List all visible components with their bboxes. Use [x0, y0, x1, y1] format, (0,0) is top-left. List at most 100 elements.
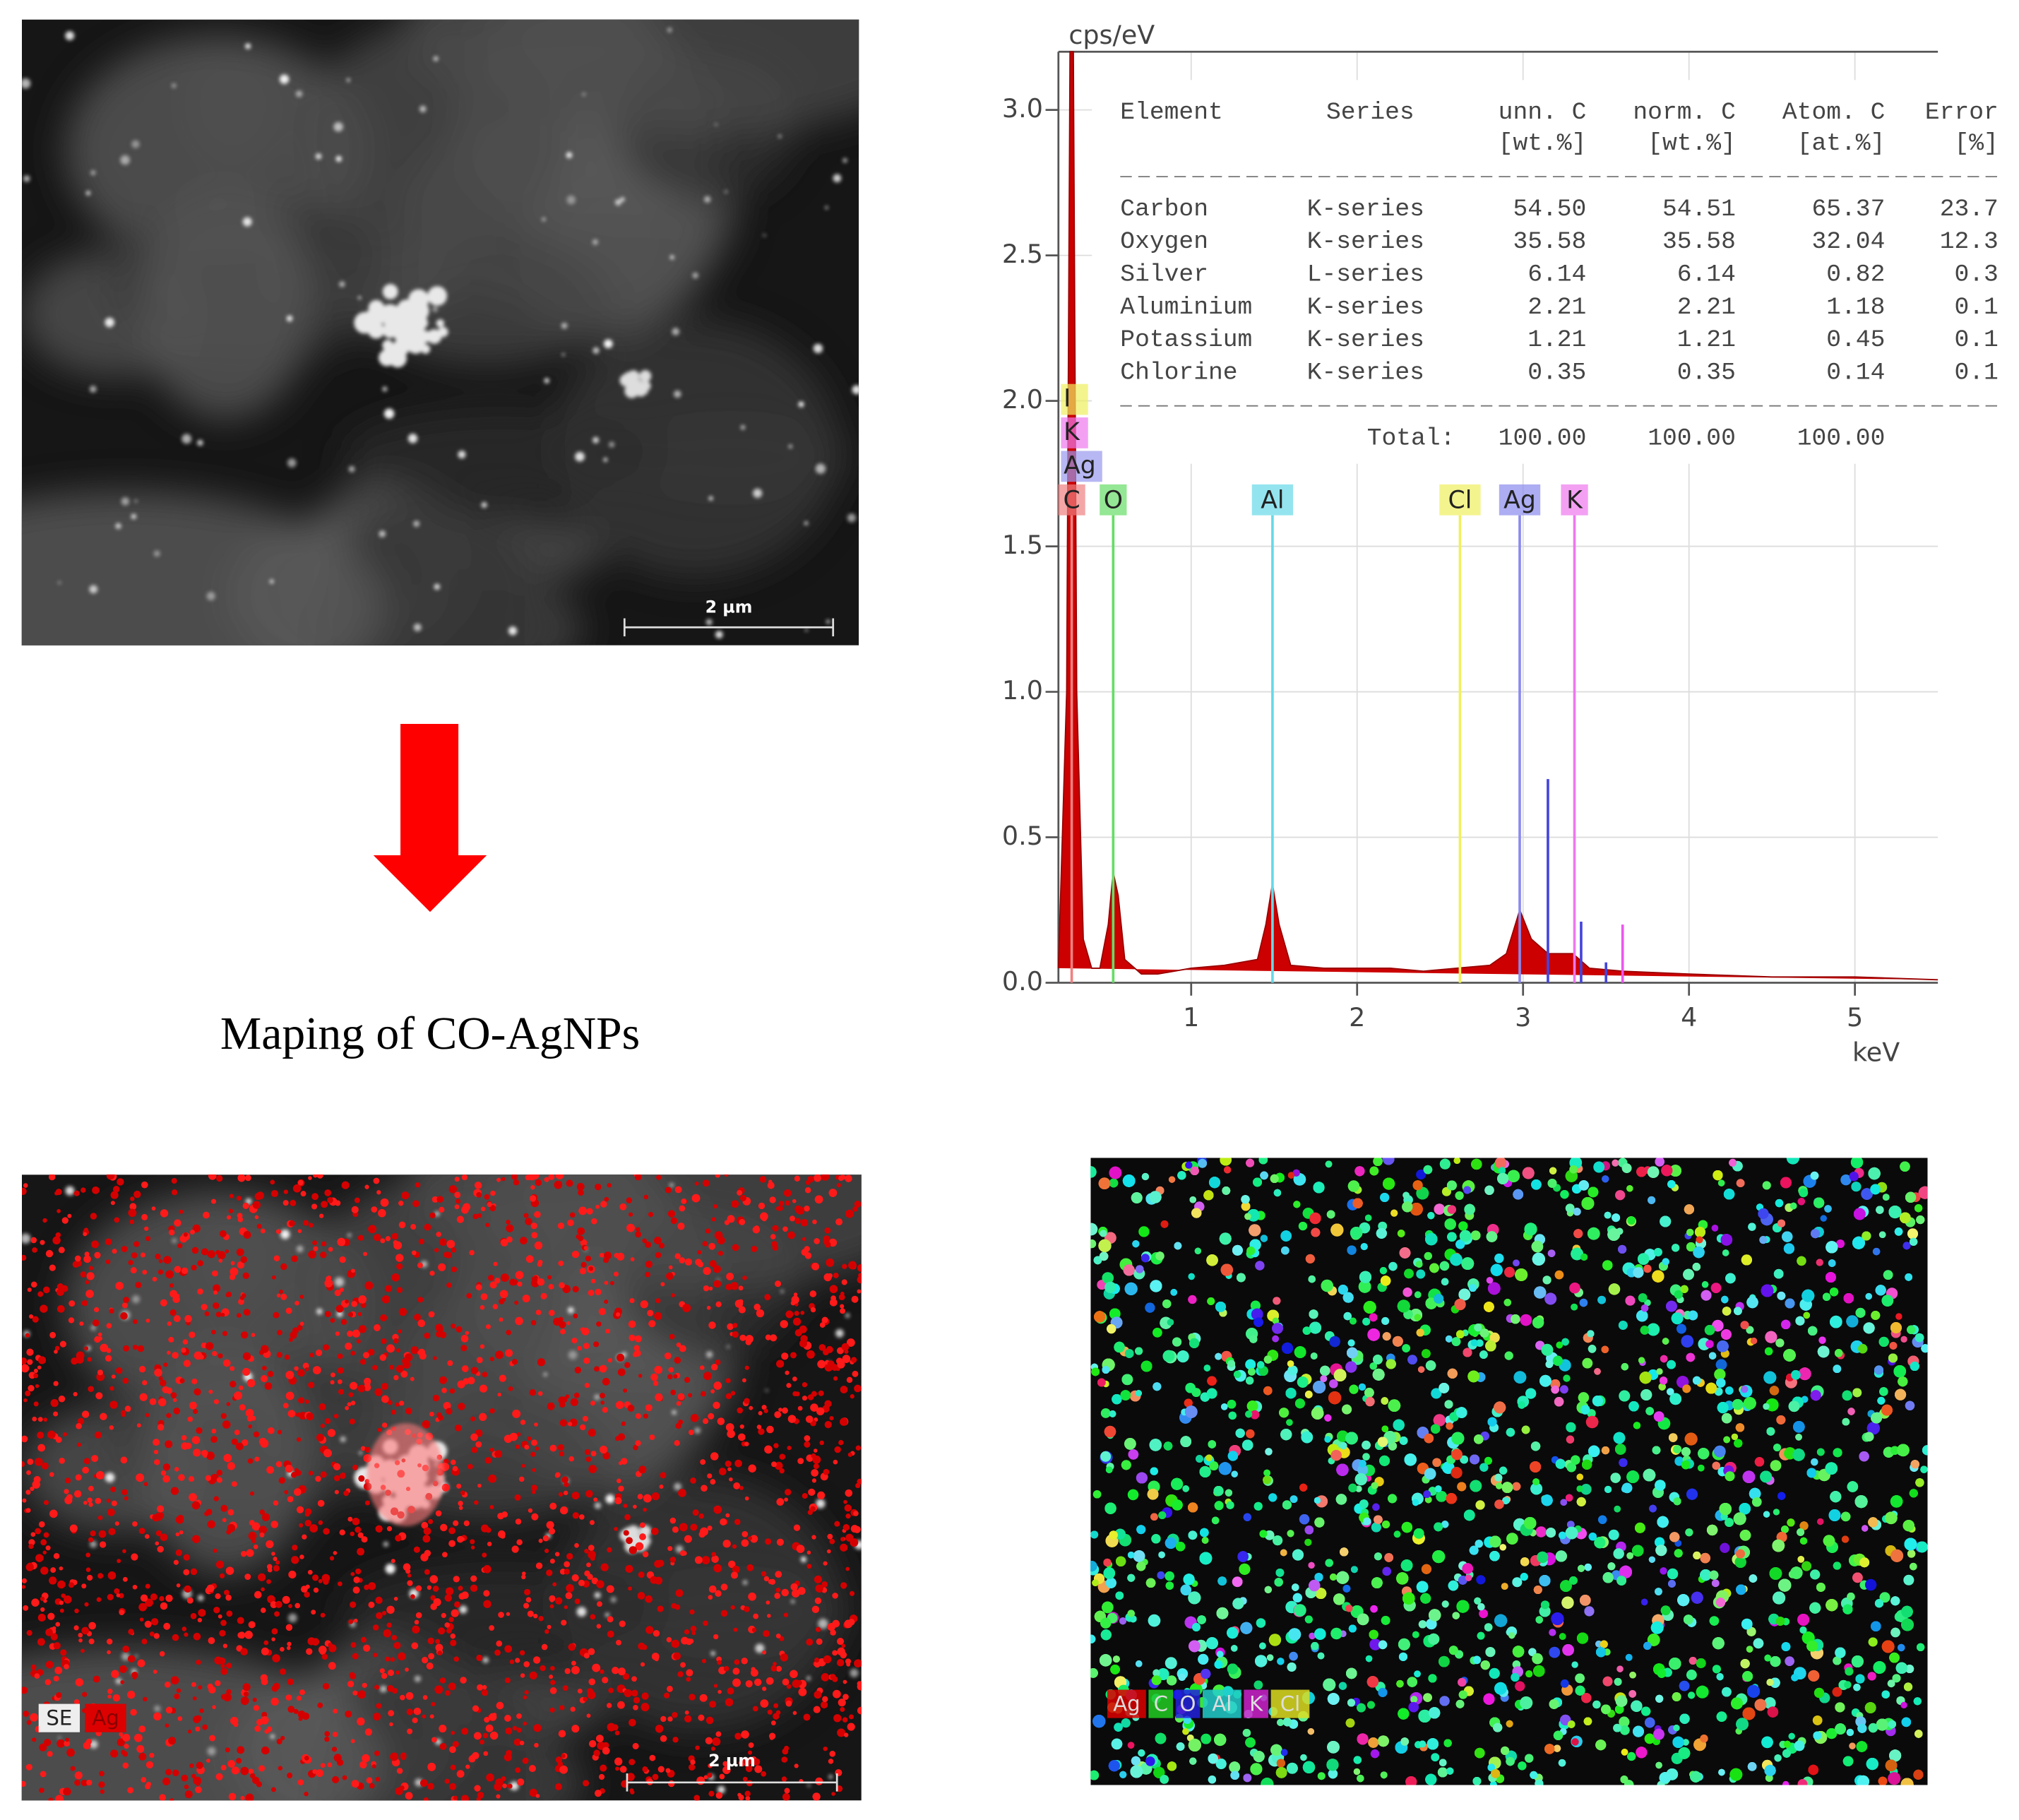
ag-dot [21, 1687, 28, 1694]
ag-dot [181, 1774, 189, 1782]
ag-dot [513, 1179, 520, 1186]
ag-dot [781, 1776, 787, 1782]
ag-dot [494, 1783, 502, 1791]
ag-dot [657, 1605, 664, 1612]
ag-dot [119, 1665, 127, 1673]
ag-dot [628, 1320, 636, 1328]
ag-dot [242, 1272, 249, 1280]
ag-dot [110, 1749, 119, 1758]
ag-dot [88, 1485, 94, 1492]
ag-dot [99, 1541, 107, 1548]
ag-dot [414, 1314, 422, 1321]
ag-dot [742, 1378, 746, 1383]
ag-dot [218, 1259, 223, 1263]
particle [269, 579, 274, 584]
ag-dot [86, 1779, 93, 1786]
ag-dot [127, 1690, 136, 1699]
ag-dot [44, 1679, 52, 1686]
ag-dot [648, 1320, 656, 1328]
ag-dot [109, 1386, 114, 1391]
ag-dot [535, 1446, 540, 1451]
ag-dot [857, 1706, 862, 1715]
ag-dot [191, 1773, 196, 1779]
ag-dot [645, 1260, 653, 1268]
ag-dot [237, 1174, 246, 1182]
ag-dot [106, 1174, 115, 1180]
ag-dot [74, 1608, 79, 1614]
ag-dot [209, 1735, 216, 1742]
ag-dot [607, 1357, 613, 1363]
ag-dot [222, 1693, 232, 1702]
ag-dot [480, 1305, 485, 1310]
ag-dot [405, 1353, 413, 1362]
ag-dot [149, 1752, 155, 1759]
ag-dot [350, 1642, 357, 1648]
ag-dot [119, 1593, 124, 1599]
ag-dot [434, 1247, 439, 1253]
ag-dot [120, 1680, 125, 1684]
ag-dot [477, 1483, 482, 1488]
ag-dot [427, 1585, 432, 1590]
ag-dot [727, 1687, 734, 1695]
ag-dot [410, 1376, 415, 1381]
ag-dot [372, 1624, 379, 1631]
ag-dot [292, 1184, 302, 1193]
ag-dot [781, 1352, 789, 1360]
ag-dot [480, 1293, 488, 1300]
ag-dot [793, 1524, 801, 1531]
ag-dot [671, 1639, 680, 1648]
particle [567, 1307, 574, 1314]
ag-dot [193, 1351, 203, 1360]
ag-dot [582, 1415, 588, 1422]
element-dot [1441, 1278, 1449, 1286]
ag-dot [111, 1670, 119, 1679]
ag-dot [816, 1407, 825, 1416]
ag-dot [333, 1475, 340, 1482]
ag-dot [121, 1412, 126, 1417]
ag-dot [754, 1225, 760, 1231]
ag-dot [27, 1359, 33, 1365]
ag-dot [311, 1193, 319, 1201]
ag-dot [280, 1263, 287, 1271]
ag-dot [307, 1569, 313, 1575]
ag-dot [688, 1429, 694, 1436]
ag-dot [750, 1669, 758, 1677]
particle [568, 1350, 578, 1360]
ag-dot [193, 1408, 198, 1415]
ag-dot [775, 1634, 781, 1638]
ag-dot [282, 1595, 290, 1604]
ag-dot [814, 1174, 822, 1182]
ag-dot [252, 1201, 261, 1209]
ag-dot [764, 1294, 771, 1301]
ag-dot [550, 1679, 556, 1685]
ag-dot [797, 1405, 803, 1411]
ag-dot [348, 1392, 354, 1398]
ag-dot [312, 1574, 319, 1581]
ag-dot [778, 1201, 785, 1206]
ag-dot [578, 1189, 584, 1196]
ag-dot [343, 1490, 350, 1497]
ag-dot [786, 1684, 792, 1689]
ag-dot [567, 1219, 574, 1227]
ag-dot [375, 1596, 383, 1605]
ag-dot [366, 1777, 373, 1784]
ag-dot [663, 1692, 670, 1699]
agglomerate [641, 381, 651, 391]
ag-dot [814, 1690, 822, 1699]
ag-dot [676, 1342, 681, 1348]
ag-dot [684, 1710, 689, 1715]
ag-dot [847, 1452, 853, 1457]
ag-dot [585, 1255, 592, 1262]
ag-dot [216, 1469, 223, 1476]
ag-dot [597, 1601, 602, 1607]
particle [432, 307, 438, 312]
ag-dot [191, 1378, 198, 1385]
particle [842, 157, 847, 163]
particle [315, 153, 322, 160]
ag-dot [439, 1677, 446, 1684]
ag-dot [558, 1730, 566, 1738]
ag-dot [794, 1218, 801, 1225]
ag-dot [242, 1202, 249, 1210]
ag-dot [37, 1417, 43, 1422]
ag-dot [220, 1312, 225, 1317]
